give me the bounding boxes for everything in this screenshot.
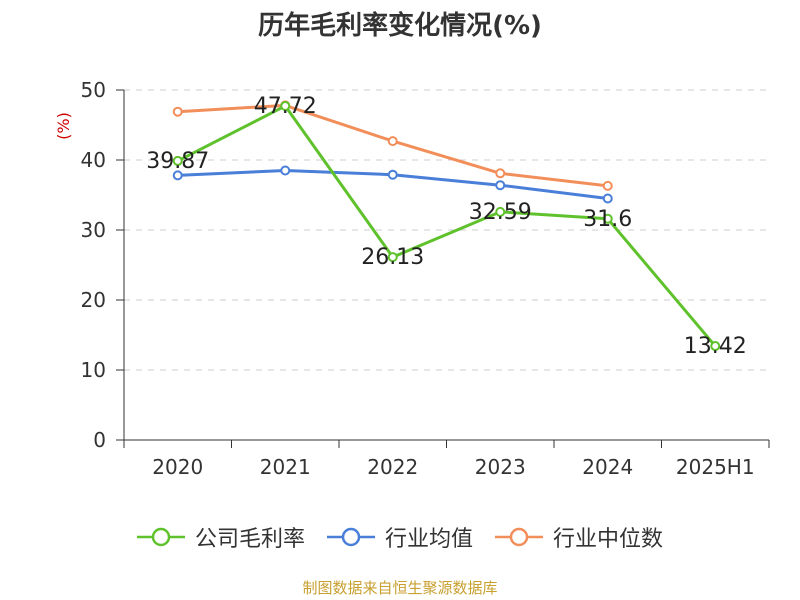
data-label: 39.87: [146, 149, 209, 174]
data-point: [172, 106, 183, 117]
data-point: [495, 168, 506, 179]
x-tick-label: 2020: [152, 455, 203, 479]
legend-item-industry-average[interactable]: 行业均值: [326, 521, 473, 553]
legend-marker-industry-average: [326, 527, 375, 547]
legend-label-industry-average: 行业均值: [384, 527, 473, 552]
data-point: [495, 180, 506, 191]
data-point: [280, 165, 291, 176]
x-tick-label: 2024: [582, 455, 633, 479]
x-tick-label: 2023: [475, 455, 526, 479]
data-label: 32.59: [469, 200, 532, 225]
y-tick-label: 10: [81, 358, 106, 382]
data-label: 31.6: [583, 207, 632, 232]
data-point: [387, 136, 398, 147]
y-tick-label: 40: [81, 148, 106, 172]
legend-item-industry-median[interactable]: 行业中位数: [495, 521, 663, 553]
data-point: [602, 180, 613, 191]
data-point: [602, 213, 613, 224]
legend-label-company-gross-margin: 公司毛利率: [194, 527, 305, 552]
legend-marker-industry-median: [495, 527, 543, 547]
legend: 公司毛利率 行业均值 行业中位数: [0, 520, 800, 554]
x-tick-label: 2021: [260, 455, 311, 479]
x-tick-label: 2022: [367, 455, 418, 479]
legend-label-industry-median: 行业中位数: [553, 527, 664, 552]
data-point: [495, 206, 506, 217]
line-chart: 0 10 20 30 40 50 2020 2021 2022 2023 2024 2025H1 (%)…: [54, 78, 770, 479]
series-line: [177, 104, 717, 348]
data-point: [387, 169, 398, 180]
data-point: [172, 155, 183, 166]
data-point: [387, 252, 398, 263]
y-tick-label: 20: [81, 288, 106, 312]
data-source-footer: 制图数据来自恒生聚源数据库: [302, 579, 498, 597]
data-label: 13.42: [684, 334, 747, 359]
data-label: 47.72: [254, 94, 317, 119]
data-label: 26.13: [361, 245, 424, 270]
data-point: [602, 193, 613, 204]
x-tick-label: 2025H1: [676, 455, 755, 479]
legend-item-company-gross-margin[interactable]: 公司毛利率: [136, 521, 305, 553]
legend-marker-company-gross-margin: [136, 527, 185, 547]
data-point: [280, 100, 291, 111]
y-axis-label: (%): [54, 112, 73, 140]
data-point: [710, 341, 721, 352]
y-tick-label: 50: [81, 78, 106, 102]
y-tick-label: 0: [93, 428, 106, 452]
data-point: [172, 170, 183, 181]
chart-title: 历年毛利率变化情况(%): [258, 11, 542, 41]
y-tick-label: 30: [81, 218, 106, 242]
